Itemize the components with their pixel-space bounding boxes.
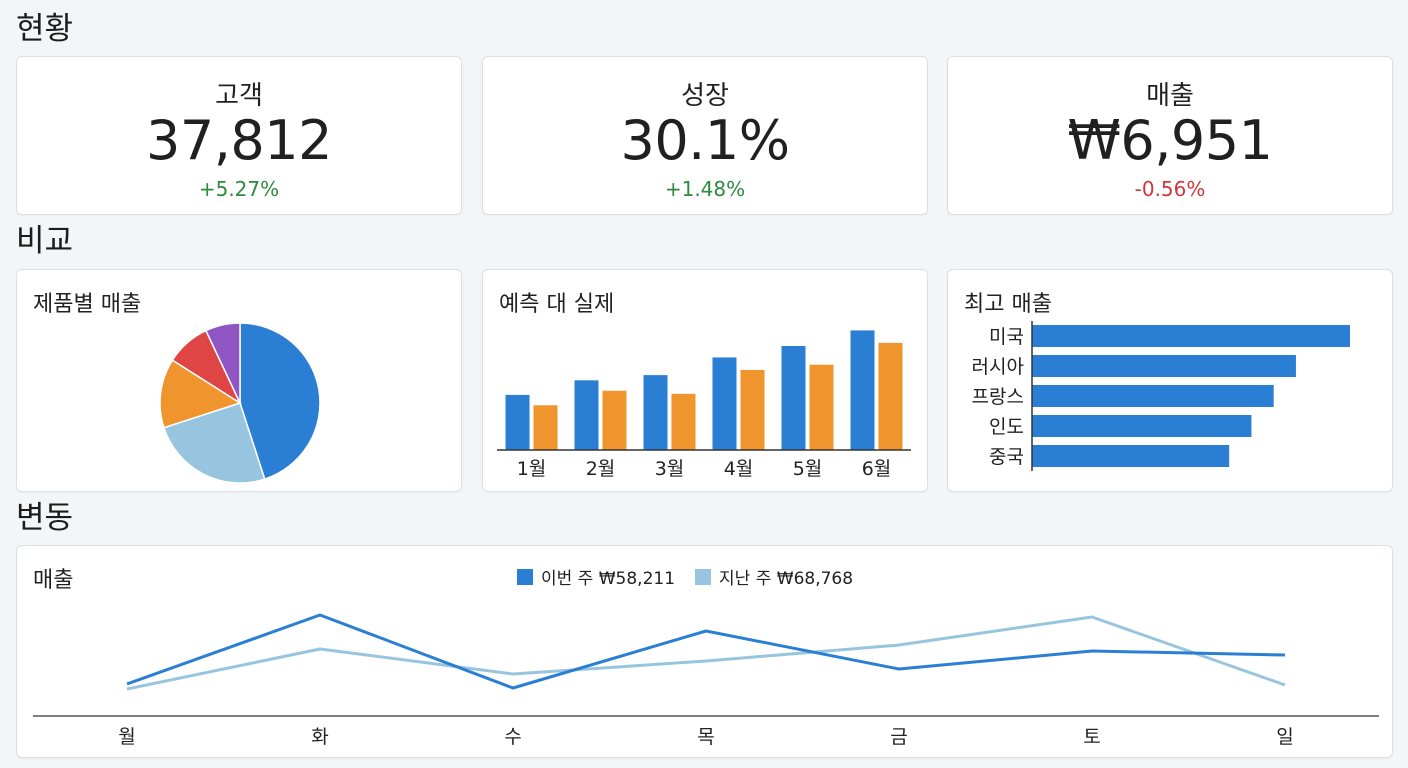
pie-slice-0 (239, 322, 321, 481)
legend-swatch-last-week (695, 568, 712, 585)
legend-label-last-week: 지난 주 ₩68,768 (719, 569, 854, 589)
y-tick-label: 인도 (989, 416, 1024, 438)
bar-1-0 (533, 405, 558, 450)
y-tick-label: 미국 (989, 326, 1024, 348)
x-tick-label: 2월 (586, 458, 616, 480)
x-tick-label: 수 (504, 726, 521, 748)
chart-title: 제품별 매출 (33, 292, 142, 317)
bar-0-5 (850, 330, 875, 450)
chart-title: 최고 매출 (964, 292, 1052, 317)
bar-1-4 (809, 364, 834, 450)
line-chart-card: 매출 이번 주 ₩58,211 지난 주 ₩68,768 월 화 수 목 금 토 일 (16, 545, 1393, 758)
pie-slice-4 (204, 322, 241, 404)
bar-0-0 (505, 394, 530, 450)
bar-1-2 (671, 393, 696, 450)
bar-1-1 (602, 390, 627, 450)
x-tick-label: 4월 (724, 458, 754, 480)
legend-swatch-this-week (517, 568, 533, 585)
bar-chart-card: 예측 대 실제 1월 2월 3월 4월 5월 6월 (482, 269, 928, 492)
legend-label-this-week: 이번 주 ₩58,211 (541, 569, 676, 589)
pie-chart (159, 322, 321, 484)
hbar-4 (1032, 445, 1230, 467)
hbar-0 (1032, 325, 1350, 347)
hbar-1 (1032, 355, 1296, 377)
kpi-value: 30.1% (620, 109, 790, 172)
bar-0-1 (574, 380, 599, 450)
x-tick-label: 5월 (793, 458, 823, 480)
section-title-status: 현황 (16, 11, 74, 47)
x-tick-label: 6월 (862, 458, 892, 480)
section-title-compare: 비교 (16, 223, 74, 259)
kpi-delta: -0.56% (1134, 177, 1206, 201)
bar-chart: 1월 2월 3월 4월 5월 6월 (497, 330, 911, 480)
bar-0-2 (643, 375, 668, 450)
x-tick-label: 월 (118, 726, 135, 748)
series-line-0 (126, 613, 1286, 690)
kpi-value: 37,812 (146, 109, 332, 172)
x-tick-label: 1월 (517, 458, 547, 480)
series-line-1 (126, 615, 1286, 691)
x-tick-label: 목 (697, 726, 714, 748)
hbar-3 (1032, 415, 1252, 437)
bar-1-3 (740, 369, 765, 450)
x-tick-label: 토 (1083, 726, 1100, 748)
kpi-label: 성장 (681, 81, 729, 111)
bar-0-3 (712, 357, 737, 450)
section-title-change: 변동 (16, 500, 74, 536)
y-tick-label: 프랑스 (972, 386, 1024, 408)
pie-slice-1 (162, 402, 266, 484)
chart-title: 매출 (33, 568, 74, 593)
bar-1-5 (878, 342, 903, 450)
kpi-card-customers: 고객 37,812 +5.27% (16, 56, 462, 215)
legend-item-last-week: 지난 주 ₩68,768 (695, 564, 853, 589)
kpi-card-revenue: 매출 ₩6,951 -0.56% (947, 56, 1393, 215)
kpi-label: 매출 (1146, 81, 1194, 111)
legend-item-this-week: 이번 주 ₩58,211 (517, 564, 675, 589)
chart-legend: 이번 주 ₩58,211 지난 주 ₩68,768 (517, 564, 853, 589)
y-tick-label: 러시아 (972, 356, 1024, 378)
kpi-delta: +5.27% (198, 177, 280, 201)
kpi-card-growth: 성장 30.1% +1.48% (482, 56, 928, 215)
x-tick-label: 금 (890, 726, 907, 748)
hbar-2 (1032, 385, 1274, 407)
x-tick-label: 일 (1276, 726, 1293, 748)
y-tick-label: 중국 (989, 446, 1024, 468)
x-tick-label: 3월 (655, 458, 685, 480)
chart-title: 예측 대 실제 (499, 292, 615, 317)
pie-chart-card: 제품별 매출 (16, 269, 462, 492)
pie-slice-2 (159, 359, 242, 429)
kpi-delta: +1.48% (664, 177, 746, 201)
kpi-label: 고객 (215, 81, 263, 111)
x-tick-label: 화 (311, 726, 328, 748)
bar-0-4 (781, 346, 806, 450)
kpi-value: ₩6,951 (1067, 109, 1273, 172)
